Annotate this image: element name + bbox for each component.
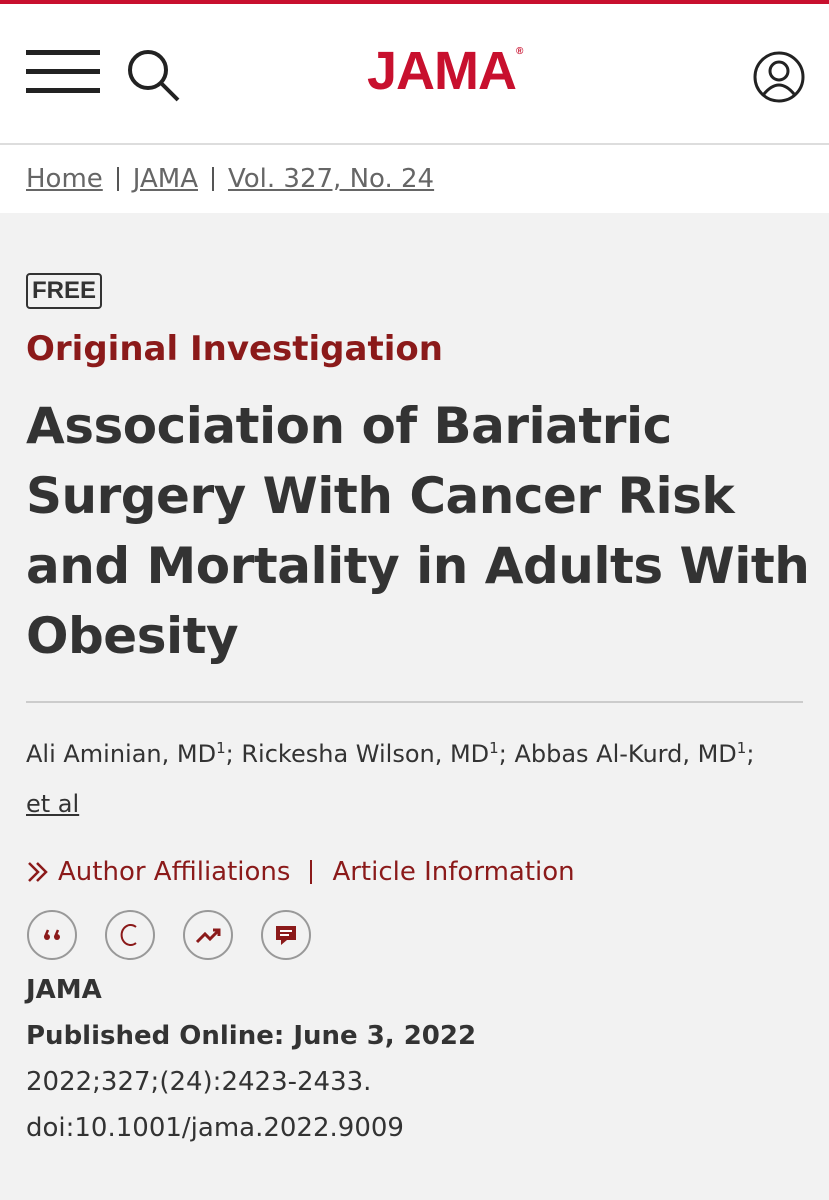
title: Association of Bariatric Surgery With Ca… [26,397,810,665]
author-separator: ; [498,740,507,768]
divider [26,701,803,703]
comment-icon[interactable] [260,909,312,961]
tool-icons [26,909,803,961]
separator [212,167,214,191]
menu-icon[interactable] [26,48,102,96]
chevron-icon [28,862,48,882]
journal: JAMA [26,975,102,1005]
separator [116,167,119,191]
author-separator: ; [225,740,234,768]
article-info-link[interactable]: Article Information [332,857,575,887]
affiliation-number: 1 [736,739,747,757]
breadcrumb-link[interactable]: JAMA [132,164,198,194]
author-name[interactable]: Rickesha Wilson, MD [241,740,490,768]
author-name[interactable]: Abbas Al-Kurd, MD [514,740,737,768]
logo-mark: ® [516,46,523,57]
permissions-icon[interactable] [104,909,156,961]
affiliations-link[interactable]: Author Affiliations [58,857,291,887]
citation: 2022;327;(24):2423-2433. [26,1067,372,1097]
top-bar: JAMA® [0,0,829,145]
breadcrumb-link[interactable]: Home [26,164,103,194]
doi: doi:10.1001/jama.2022.9009 [26,1113,404,1143]
author-name[interactable]: Ali Aminian, MD [26,740,217,768]
breadcrumb: Home JAMA Vol. 327, No. 24 [0,145,829,213]
metrics-icon[interactable] [182,909,234,961]
article-header: FREE Original Investigation Association … [0,213,829,1151]
cite-icon[interactable] [26,909,78,961]
affiliation-number: 1 [216,739,226,757]
category: Original Investigation [26,329,443,369]
et-al-link[interactable]: et al [26,790,80,818]
logo-text: JAMA [367,41,517,101]
account-icon[interactable] [752,50,806,104]
separator [310,860,313,884]
logo[interactable]: JAMA® [367,40,523,102]
free-badge: FREE [26,273,103,309]
affiliation-number: 1 [489,739,499,757]
authors: Ali Aminian, MD1; Rickesha Wilson, MD1; … [26,723,803,829]
info-links: Author Affiliations Article Information [26,857,803,887]
search-icon[interactable] [126,48,182,104]
breadcrumb-link[interactable]: Vol. 327, No. 24 [228,164,435,194]
author-separator: ; [746,740,755,768]
published-date: Published Online: June 3, 2022 [26,1021,477,1051]
